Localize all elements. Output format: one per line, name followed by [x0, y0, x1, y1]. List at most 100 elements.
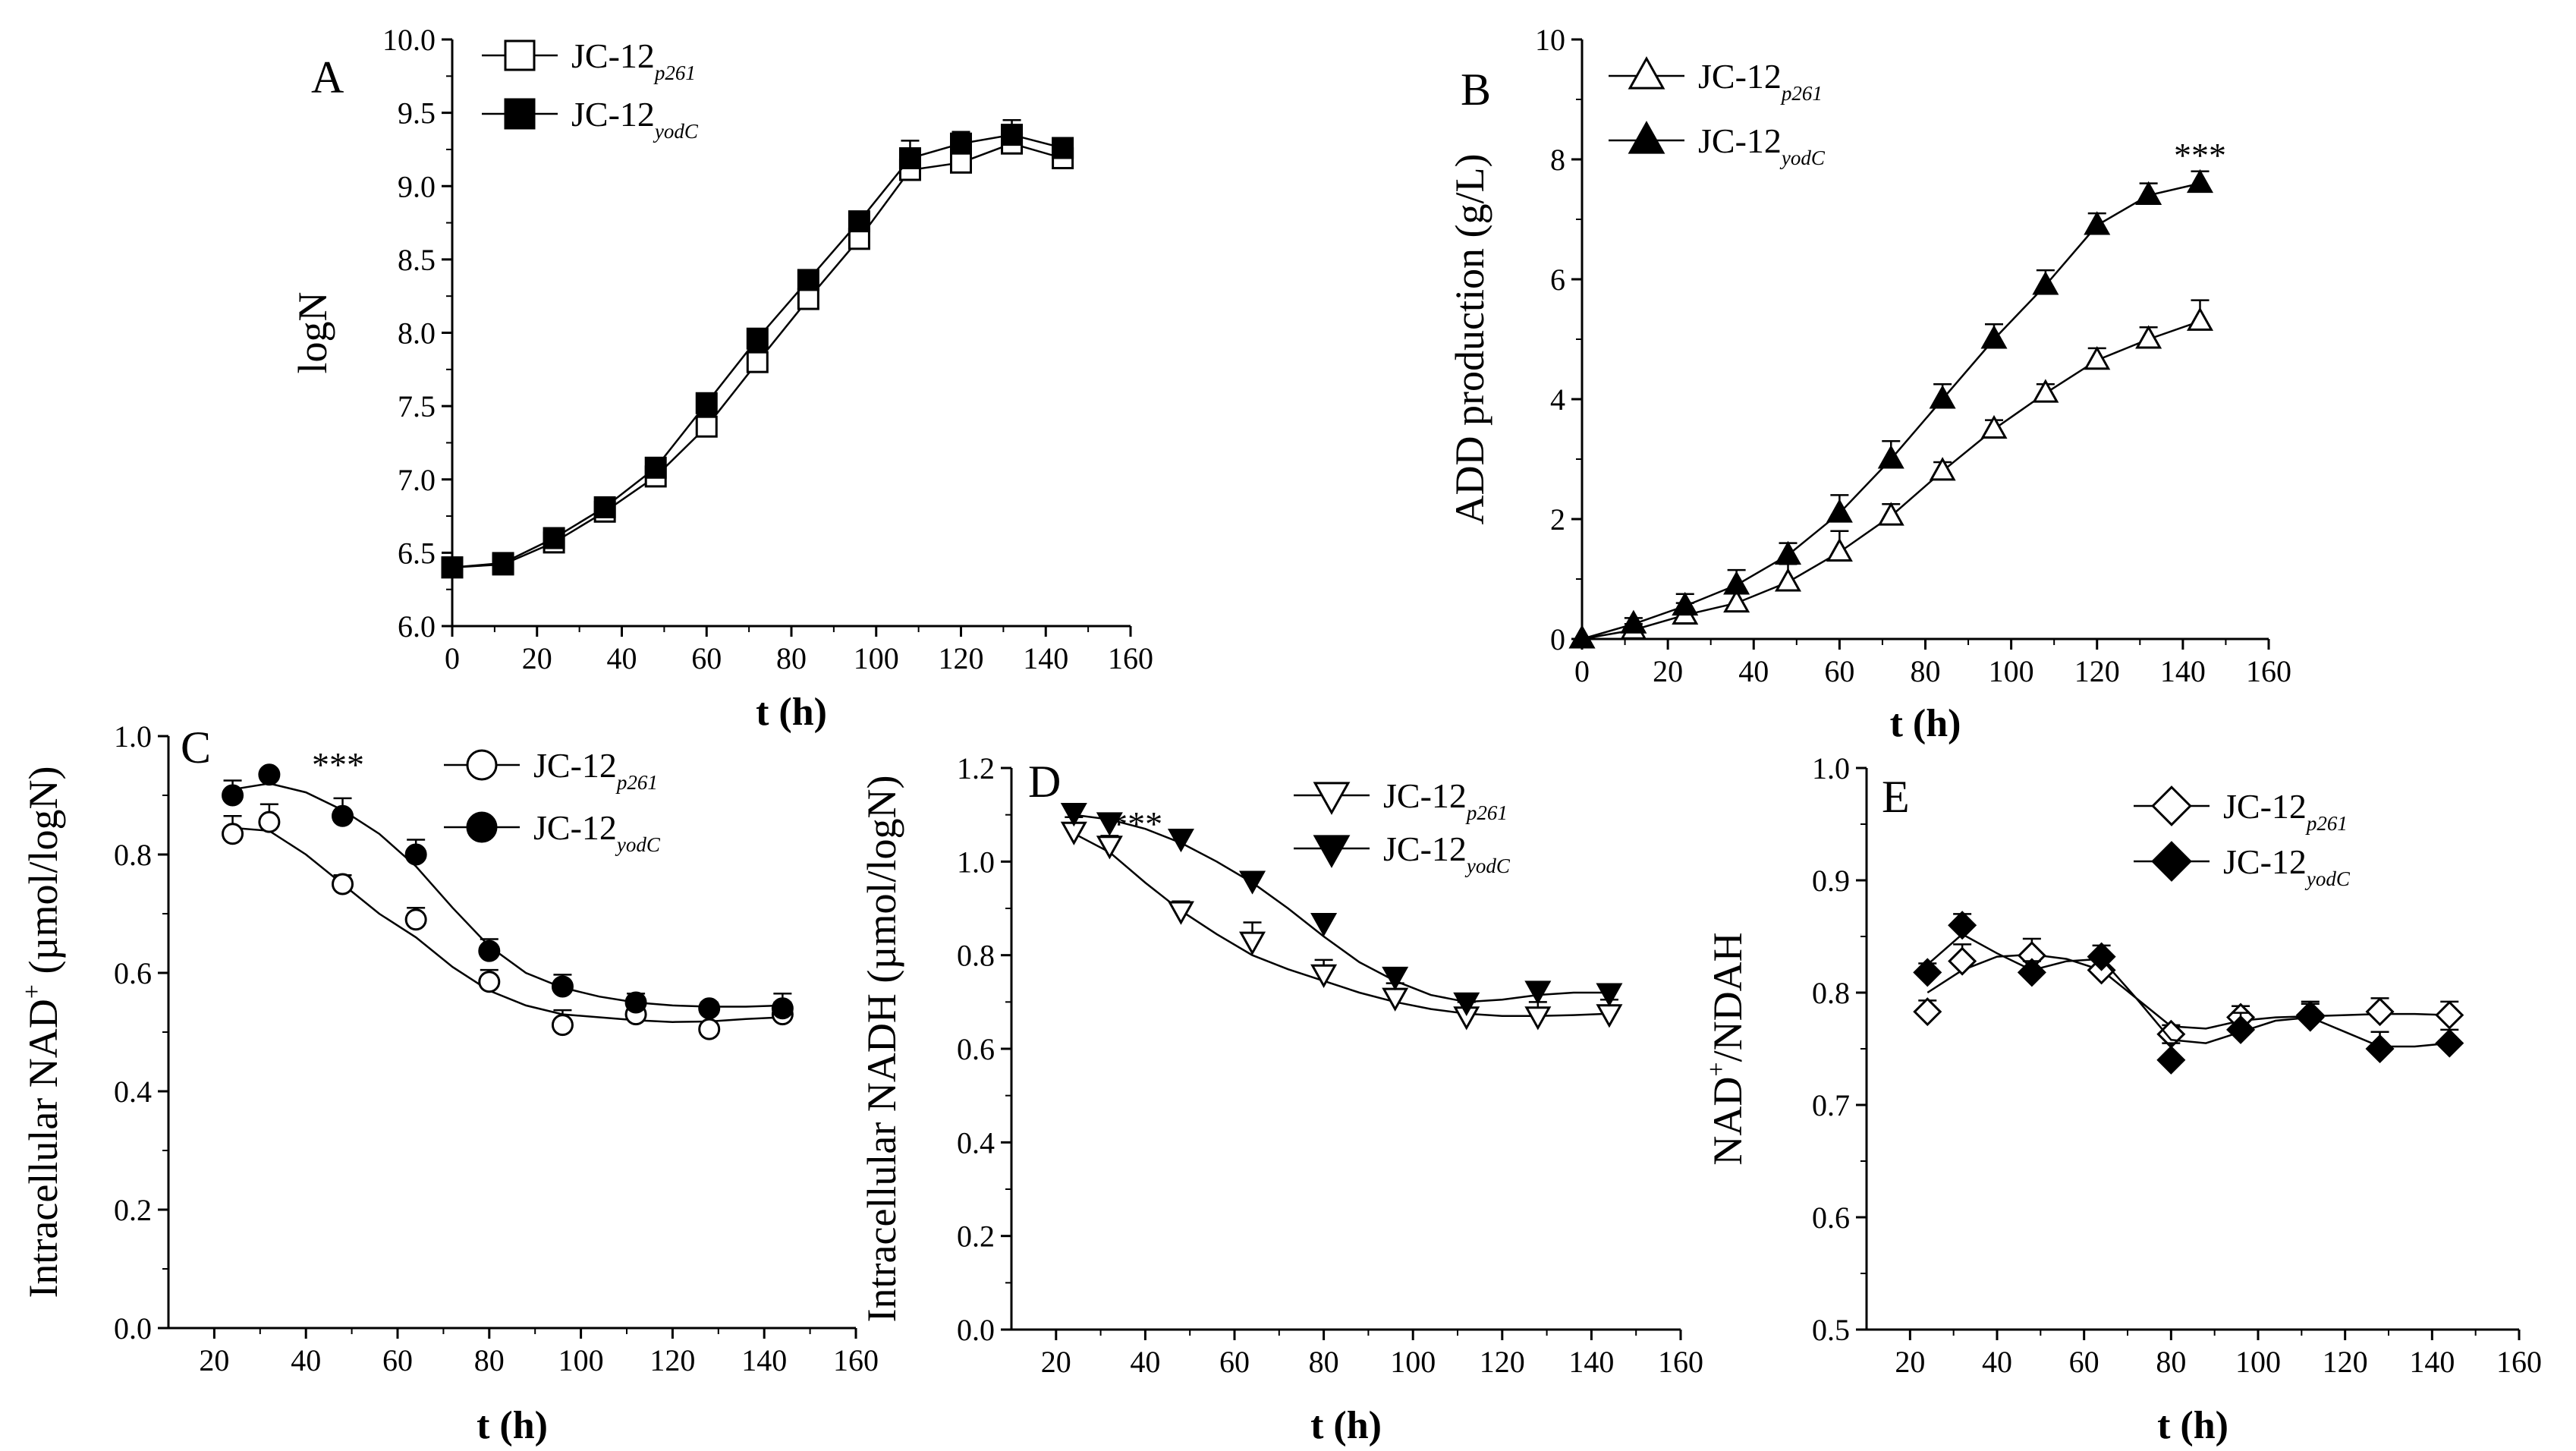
- data-point: [1382, 966, 1409, 991]
- data-point: [258, 810, 281, 833]
- legend-name: JC-12: [571, 36, 655, 75]
- legend-subscript: yodC: [1779, 146, 1826, 169]
- y-tick-label: 0.0: [957, 1313, 995, 1347]
- data-point: [2084, 345, 2111, 370]
- x-tick-label: 100: [854, 641, 899, 675]
- series-yodC: [441, 119, 1074, 579]
- y-axis-title-main: Intracellular NADH (µmol/logN): [859, 776, 904, 1323]
- legend-entry-yodC: JC-12yodC: [1294, 829, 1511, 877]
- y-tick-label: 0.7: [1812, 1088, 1850, 1122]
- data-point: [478, 971, 501, 993]
- y-tick-label: 0.0: [114, 1311, 152, 1346]
- legend-label: JC-12yodC: [1383, 829, 1511, 877]
- y-tick-label: 8: [1550, 143, 1565, 177]
- data-point: [1948, 911, 1977, 940]
- x-tick-label: 100: [2235, 1345, 2281, 1379]
- y-tick-label: 0.9: [1812, 864, 1850, 898]
- data-point: [332, 804, 354, 827]
- legend-subscript: p261: [2305, 812, 2348, 835]
- y-tick-label: 1.0: [957, 845, 995, 879]
- data-point: [332, 873, 354, 895]
- panel-label: C: [181, 722, 211, 773]
- x-tick-label: 120: [1480, 1345, 1525, 1379]
- x-tick-label: 20: [1041, 1345, 1071, 1379]
- y-axis-title: Intracellular NADH (µmol/logN): [859, 776, 904, 1323]
- data-point: [1596, 1004, 1623, 1028]
- y-tick-label: 0.5: [1812, 1313, 1850, 1347]
- y-tick-label: 8.0: [398, 316, 436, 351]
- legend-marker: [1628, 56, 1665, 90]
- x-tick-label: 160: [2496, 1345, 2542, 1379]
- data-point: [1980, 414, 2008, 439]
- data-point: [644, 456, 667, 479]
- x-tick-label: 40: [1982, 1345, 2012, 1379]
- data-point: [848, 210, 870, 233]
- data-point: [1929, 385, 1956, 409]
- y-tick-label: 9.0: [398, 169, 436, 203]
- data-point: [1001, 124, 1024, 146]
- legend-entry-yodC: JC-12yodC: [1609, 121, 1826, 169]
- y-tick-label: 0.8: [957, 939, 995, 973]
- x-axis-title: t (h): [756, 691, 827, 734]
- data-point: [441, 556, 464, 579]
- data-point: [950, 132, 972, 155]
- series-yodC: [1568, 168, 2214, 649]
- series-yodC: [222, 763, 794, 1020]
- data-point: [797, 269, 819, 291]
- panel-b: 0 20 40 60 80 100 120 140 160 0 2 4 6 8 10 t (h) ADD pro…: [1447, 23, 2291, 745]
- x-tick-label: 80: [2156, 1345, 2186, 1379]
- legend-entry-yodC: JC-12yodC: [482, 95, 699, 143]
- legend-name: JC-12: [1383, 776, 1467, 815]
- y-tick-label: 0.4: [114, 1075, 152, 1109]
- data-point: [1913, 958, 1942, 987]
- legend-entry-p261: JC-12p261: [444, 746, 658, 794]
- data-point: [258, 763, 281, 786]
- x-tick-label: 160: [2246, 654, 2291, 688]
- y-tick-label: 4: [1550, 382, 1565, 417]
- legend-name: JC-12: [1698, 57, 1782, 96]
- y-tick-label: 1.0: [114, 719, 152, 754]
- x-tick-label: 60: [1824, 654, 1854, 688]
- y-axis-title-superscript: +: [1703, 1062, 1731, 1076]
- data-point: [1524, 980, 1552, 1005]
- x-tick-label: 160: [1108, 641, 1153, 675]
- y-axis-title: ADD production (g/L): [1447, 154, 1492, 525]
- data-point: [1239, 931, 1266, 955]
- data-point: [695, 392, 718, 414]
- legend-subscript: p261: [1780, 82, 1823, 105]
- data-point: [404, 843, 427, 866]
- data-point: [404, 908, 427, 931]
- data-point: [1929, 457, 1956, 481]
- data-point: [2017, 958, 2046, 987]
- data-point: [1877, 502, 1904, 526]
- series-line-p261: [1073, 833, 1609, 1018]
- x-tick-label: 140: [741, 1343, 787, 1377]
- series-line-yodC: [232, 782, 783, 1008]
- data-point: [1620, 609, 1647, 634]
- y-tick-label: 0: [1550, 622, 1565, 656]
- legend-marker: [2151, 785, 2192, 826]
- legend-label: JC-12p261: [571, 36, 696, 84]
- y-axis-title: logN: [290, 292, 335, 374]
- y-axis-title-main: ADD production (g/L): [1447, 154, 1492, 525]
- legend-label: JC-12yodC: [1698, 121, 1826, 169]
- legend-marker: [1313, 782, 1351, 815]
- data-point: [1826, 537, 1853, 562]
- data-point: [2135, 325, 2162, 349]
- x-tick-label: 160: [833, 1343, 879, 1377]
- data-point: [1826, 499, 1853, 523]
- y-axis-title-main: logN: [290, 292, 335, 374]
- x-tick-label: 80: [776, 641, 807, 675]
- y-tick-label: 0.2: [114, 1193, 152, 1227]
- data-point: [1310, 964, 1338, 988]
- y-tick-label: 1.0: [1812, 751, 1850, 785]
- data-point: [950, 151, 972, 174]
- legend-name: JC-12: [2223, 787, 2307, 826]
- data-point: [698, 1018, 721, 1040]
- x-tick-label: 80: [1309, 1345, 1339, 1379]
- series-p261: [1568, 299, 2214, 649]
- data-point: [695, 415, 718, 438]
- data-point: [1524, 1006, 1552, 1031]
- legend-name: JC-12: [2223, 842, 2307, 881]
- series-yodC: [1060, 803, 1623, 1016]
